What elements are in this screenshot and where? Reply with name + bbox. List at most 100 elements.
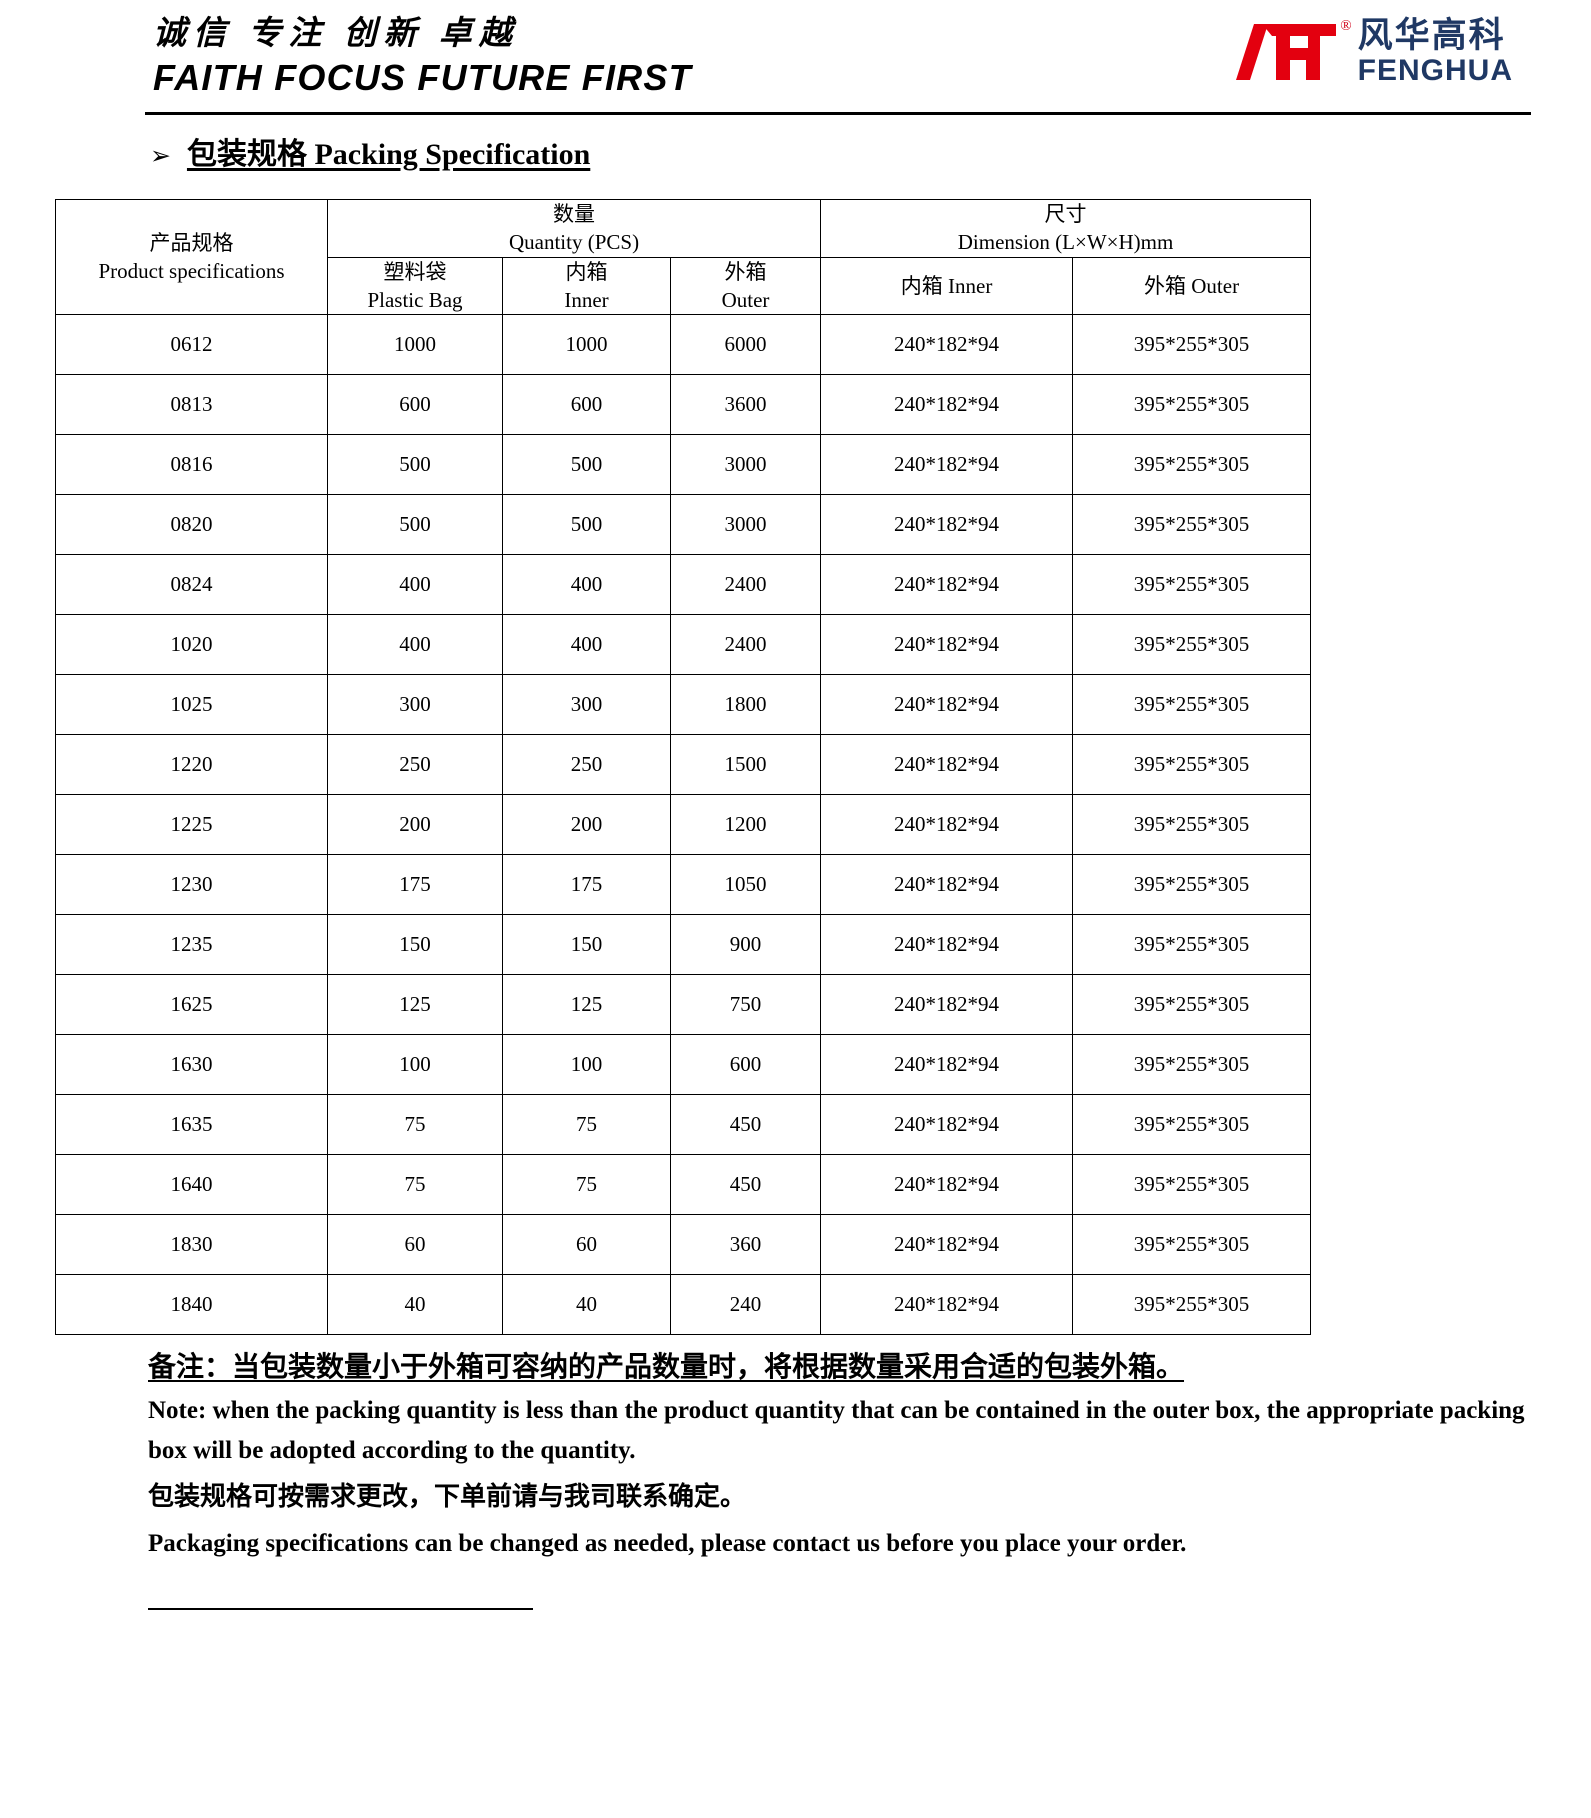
table-row: 1635 75 75 450 240*182*94 395*255*305 bbox=[55, 1094, 1312, 1156]
cell-dim-outer: 395*255*305 bbox=[1072, 974, 1312, 1036]
cell-qty-outer: 1800 bbox=[669, 674, 822, 736]
cell-dim-inner: 240*182*94 bbox=[820, 854, 1074, 916]
cell-product-spec: 1840 bbox=[55, 1274, 328, 1336]
cell-dim-inner: 240*182*94 bbox=[820, 1154, 1074, 1216]
cell-qty-outer: 1500 bbox=[669, 734, 822, 796]
cell-product-spec: 1230 bbox=[55, 854, 328, 916]
cell-qty-outer: 240 bbox=[669, 1274, 822, 1336]
cell-product-spec: 0824 bbox=[55, 554, 328, 616]
cell-plastic-bag: 1000 bbox=[327, 314, 503, 376]
header-quantity-en: Quantity (PCS) bbox=[508, 230, 640, 255]
section-title: ➢ 包装规格 Packing Specification bbox=[150, 129, 1591, 173]
header-plastic-bag: 塑料袋 Plastic Bag bbox=[327, 256, 503, 316]
fenghua-logo-mark-icon: ® bbox=[1228, 18, 1352, 84]
cell-dim-inner: 240*182*94 bbox=[820, 794, 1074, 856]
table-row: 1630 100 100 600 240*182*94 395*255*305 bbox=[55, 1034, 1312, 1096]
cell-dim-inner: 240*182*94 bbox=[820, 974, 1074, 1036]
cell-qty-outer: 750 bbox=[669, 974, 822, 1036]
cell-qty-outer: 450 bbox=[669, 1154, 822, 1216]
cell-product-spec: 0816 bbox=[55, 434, 328, 496]
cell-qty-outer: 1050 bbox=[669, 854, 822, 916]
cell-qty-inner: 400 bbox=[502, 554, 671, 616]
cell-qty-inner: 500 bbox=[502, 434, 671, 496]
cell-plastic-bag: 250 bbox=[327, 734, 503, 796]
cell-qty-inner: 75 bbox=[502, 1094, 671, 1156]
header-dimension: 尺寸 Dimension (L×W×H)mm bbox=[820, 199, 1312, 258]
header-quantity-cn: 数量 bbox=[553, 202, 596, 226]
header-quantity: 数量 Quantity (PCS) bbox=[326, 199, 822, 258]
cell-dim-inner: 240*182*94 bbox=[820, 914, 1074, 976]
notes-section: 备注：当包装数量小于外箱可容纳的产品数量时，将根据数量采用合适的包装外箱。 No… bbox=[148, 1345, 1531, 1564]
brand-name-english: FENGHUA bbox=[1357, 54, 1513, 87]
table-row: 1225 200 200 1200 240*182*94 395*255*305 bbox=[55, 794, 1312, 856]
cell-product-spec: 1025 bbox=[55, 674, 328, 736]
cell-qty-outer: 360 bbox=[669, 1214, 822, 1276]
header-qty-inner: 内箱 Inner bbox=[502, 256, 671, 316]
registered-trademark-icon: ® bbox=[1340, 18, 1352, 34]
cell-dim-outer: 395*255*305 bbox=[1072, 854, 1312, 916]
header-dimension-cn: 尺寸 bbox=[1044, 202, 1087, 226]
cell-dim-inner: 240*182*94 bbox=[820, 374, 1074, 436]
cell-qty-outer: 3000 bbox=[669, 434, 822, 496]
cell-dim-inner: 240*182*94 bbox=[820, 1214, 1074, 1276]
packing-table-container: 产品规格 Product specifications 数量 Quantity … bbox=[55, 198, 1531, 1336]
cell-qty-inner: 75 bbox=[502, 1154, 671, 1216]
cell-plastic-bag: 40 bbox=[327, 1274, 503, 1336]
cell-plastic-bag: 100 bbox=[327, 1034, 503, 1096]
cell-qty-inner: 600 bbox=[502, 374, 671, 436]
note-chinese-1: 备注：当包装数量小于外箱可容纳的产品数量时，将根据数量采用合适的包装外箱。 bbox=[148, 1352, 1185, 1384]
note-chinese-2: 包装规格可按需求更改，下单前请与我司联系确定。 bbox=[148, 1481, 747, 1511]
table-row: 1020 400 400 2400 240*182*94 395*255*305 bbox=[55, 614, 1312, 676]
header-divider bbox=[145, 112, 1531, 115]
brand-text: 风华高科 FENGHUA bbox=[1358, 18, 1513, 86]
cell-qty-inner: 1000 bbox=[502, 314, 671, 376]
header-qty-outer: 外箱 Outer bbox=[669, 256, 822, 316]
table-body: 0612 1000 1000 6000 240*182*94 395*255*305 081… bbox=[55, 314, 1312, 1336]
cell-product-spec: 1630 bbox=[55, 1034, 328, 1096]
cell-dim-outer: 395*255*305 bbox=[1072, 434, 1312, 496]
table-header-row-group: 产品规格 Product specifications 数量 Quantity … bbox=[55, 198, 1312, 316]
cell-product-spec: 1640 bbox=[55, 1154, 328, 1216]
cell-dim-inner: 240*182*94 bbox=[820, 674, 1074, 736]
cell-product-spec: 0820 bbox=[55, 494, 328, 556]
cell-qty-inner: 175 bbox=[502, 854, 671, 916]
cell-dim-outer: 395*255*305 bbox=[1072, 674, 1312, 736]
table-row: 1230 175 175 1050 240*182*94 395*255*305 bbox=[55, 854, 1312, 916]
cell-dim-inner: 240*182*94 bbox=[820, 434, 1074, 496]
cell-qty-inner: 125 bbox=[502, 974, 671, 1036]
cell-plastic-bag: 75 bbox=[327, 1154, 503, 1216]
cell-product-spec: 1625 bbox=[55, 974, 328, 1036]
cell-dim-inner: 240*182*94 bbox=[820, 1034, 1074, 1096]
company-slogan: 诚信 专注 创新 卓越 FAITH FOCUS FUTURE FIRST bbox=[153, 0, 692, 99]
table-row: 0612 1000 1000 6000 240*182*94 395*255*305 bbox=[55, 314, 1312, 376]
cell-dim-inner: 240*182*94 bbox=[820, 614, 1074, 676]
cell-qty-outer: 1200 bbox=[669, 794, 822, 856]
arrow-bullet-icon: ➢ bbox=[150, 143, 171, 170]
cell-dim-outer: 395*255*305 bbox=[1072, 314, 1312, 376]
cell-dim-outer: 395*255*305 bbox=[1072, 734, 1312, 796]
cell-qty-inner: 150 bbox=[502, 914, 671, 976]
table-head: 产品规格 Product specifications 数量 Quantity … bbox=[55, 198, 1312, 316]
cell-product-spec: 1830 bbox=[55, 1214, 328, 1276]
cell-qty-outer: 900 bbox=[669, 914, 822, 976]
slogan-english: FAITH FOCUS FUTURE FIRST bbox=[153, 57, 692, 99]
company-logo: ® 风华高科 FENGHUA bbox=[1228, 0, 1531, 86]
cell-qty-inner: 250 bbox=[502, 734, 671, 796]
header-qty-inner-cn: 内箱 bbox=[565, 259, 608, 284]
table-row: 0816 500 500 3000 240*182*94 395*255*305 bbox=[55, 434, 1312, 496]
header-qty-inner-en: Inner bbox=[564, 288, 609, 313]
table-row: 0824 400 400 2400 240*182*94 395*255*305 bbox=[55, 554, 1312, 616]
cell-dim-inner: 240*182*94 bbox=[820, 314, 1074, 376]
cell-product-spec: 1225 bbox=[55, 794, 328, 856]
header-dim-inner: 内箱 Inner bbox=[820, 256, 1074, 316]
header-qty-outer-cn: 外箱 bbox=[724, 259, 767, 284]
brand-name-chinese: 风华高科 bbox=[1357, 16, 1506, 55]
cell-dim-outer: 395*255*305 bbox=[1072, 1154, 1312, 1216]
cell-qty-inner: 100 bbox=[502, 1034, 671, 1096]
table-row: 1640 75 75 450 240*182*94 395*255*305 bbox=[55, 1154, 1312, 1216]
cell-dim-inner: 240*182*94 bbox=[820, 1094, 1074, 1156]
cell-product-spec: 1235 bbox=[55, 914, 328, 976]
cell-qty-inner: 300 bbox=[502, 674, 671, 736]
cell-qty-outer: 3600 bbox=[669, 374, 822, 436]
